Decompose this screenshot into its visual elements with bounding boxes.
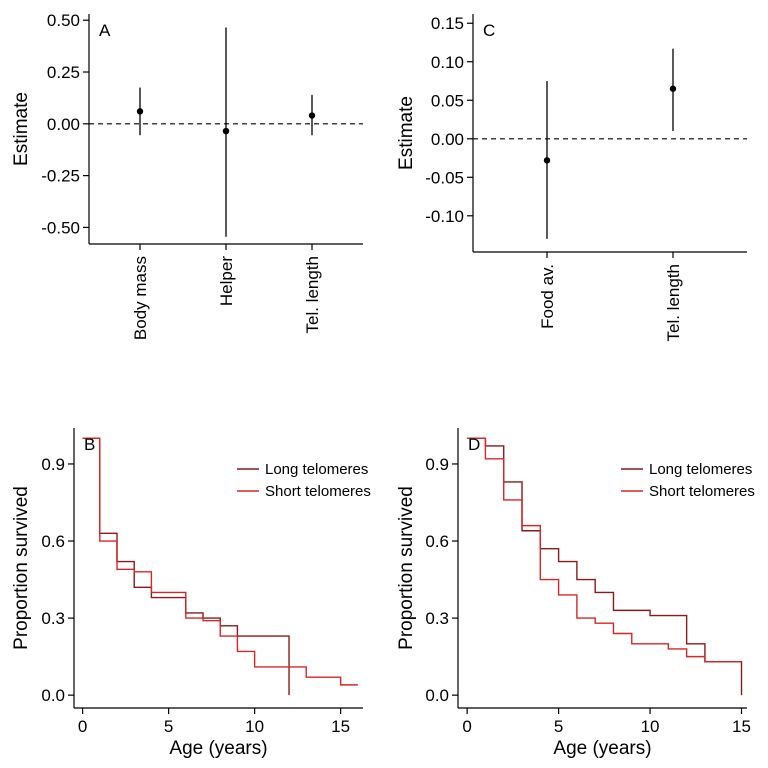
panel-a-coefficient-plot: 0.50 0.25 0.00 -0.25 -0.50 Body mass Helper Tel… [11,11,363,340]
survival-curve-short-telomeres [82,437,358,686]
y-tick-label-0-9: 0.9 [425,455,449,474]
y-tick-label-0-05: 0.05 [431,91,464,110]
y-tick-label-0-05: -0.05 [425,168,464,187]
survival-curve-long-telomeres [82,437,290,696]
y-tick-label-0-25: 0.25 [47,63,80,82]
estimate-point-food-av [543,157,551,164]
x-tick-label-food-av: Food av. [538,264,557,329]
y-tick-label-0-6: 0.6 [425,532,449,551]
y-tick-label-0-50: -0.50 [41,218,80,237]
panel-label: D [468,435,480,454]
estimate-point-helper [222,127,230,135]
panel-label: B [84,435,95,454]
estimate-point-tel-length [669,85,677,92]
y-tick-label-0-9: 0.9 [41,455,65,474]
x-tick-label-10: 10 [245,717,264,736]
estimate-point-tel-length [308,112,316,119]
y-tick-label-0-0: 0.0 [41,686,65,705]
y-axis-title: Estimate [11,92,32,166]
y-tick-label-0-6: 0.6 [41,532,65,551]
x-tick-label-0: 0 [78,717,87,736]
x-tick-label-15: 15 [331,717,350,736]
x-tick-label-15: 15 [732,717,751,736]
panel-label: A [99,21,111,40]
y-tick-label-0-10: -0.10 [425,207,464,226]
x-axis-title: Age (years) [553,738,651,759]
x-tick-label-body-mass: Body mass [131,256,150,340]
x-tick-label-10: 10 [641,717,660,736]
estimate-point-body-mass [136,108,144,115]
x-tick-label-0: 0 [462,717,471,736]
y-axis-title: Proportion survived [11,486,32,650]
x-tick-label-5: 5 [554,717,563,736]
x-tick-label-tel-length: Tel. length [303,256,322,334]
x-tick-label-tel-length: Tel. length [664,264,683,342]
y-tick-label-0-15: 0.15 [431,14,464,33]
y-axis-title: Proportion survived [396,486,417,650]
y-tick-label-0-3: 0.3 [41,609,65,628]
legend-label-short-telomeres: Short telomeres [265,483,371,500]
y-tick-label-0-25: -0.25 [41,167,80,186]
y-tick-label-0-50: 0.50 [47,11,80,30]
legend-label-long-telomeres: Long telomeres [649,461,752,478]
x-tick-label-helper: Helper [217,256,236,306]
legend-label-short-telomeres: Short telomeres [649,483,755,500]
y-tick-label-0-3: 0.3 [425,609,449,628]
y-tick-label-0-10: 0.10 [431,53,464,72]
legend-label-long-telomeres: Long telomeres [265,461,368,478]
y-axis-title: Estimate [396,96,417,170]
y-tick-label-0-00: 0.00 [47,115,80,134]
panel-d-survival-plot: 0.9 0.6 0.3 0.0 0 5 10 15 Long telomeres Short te… [396,428,755,759]
survival-curve-short-telomeres [467,437,742,663]
panel-c-coefficient-plot: 0.15 0.10 0.05 0.00 -0.05 -0.10 Food av. Tel. l… [396,14,747,342]
x-tick-label-5: 5 [164,717,173,736]
x-axis-title: Age (years) [169,738,267,759]
y-tick-label-0-00: 0.00 [431,130,464,149]
panel-label: C [483,21,495,40]
y-tick-label-0-0: 0.0 [425,686,449,705]
panel-b-survival-plot: 0.9 0.6 0.3 0.0 0 5 10 15 Long telomeres Short te… [11,428,371,759]
